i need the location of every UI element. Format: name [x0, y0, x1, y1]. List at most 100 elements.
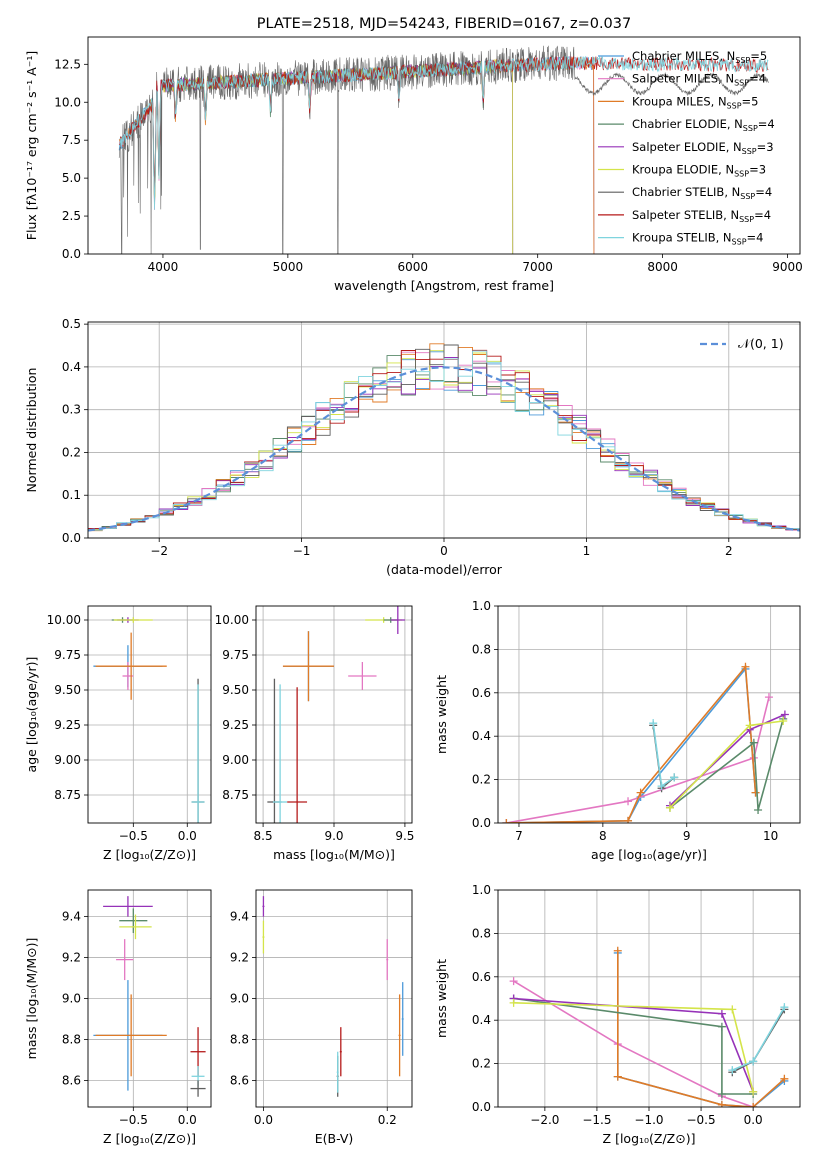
x-tick-label: −0.5 — [686, 1113, 715, 1127]
y-tick-label: 9.75 — [222, 648, 249, 662]
y-tick-label: 0.6 — [472, 970, 491, 984]
x-tick-label: 5000 — [273, 260, 304, 274]
legend-tail: =5 — [742, 94, 759, 108]
plot-area-age-vs-mass — [256, 606, 412, 823]
x-tick-label: −0.5 — [119, 1113, 148, 1127]
x-tick-label: 9 — [683, 829, 691, 843]
y-axis-label: Normed distribution — [24, 368, 39, 493]
legend-tail: =3 — [749, 163, 766, 177]
legend-label: Chabrier ELODIE, N — [632, 117, 743, 131]
legend-entry: Chabrier MILES, NSSP=5 — [632, 49, 767, 65]
error-bar-kroupa-miles — [95, 632, 167, 700]
x-tick-label: 8000 — [647, 260, 678, 274]
y-tick-label: 9.2 — [230, 951, 249, 965]
y-tick-label: 9.0 — [62, 992, 81, 1006]
y-tick-label: 9.4 — [230, 910, 249, 924]
error-bar-salpeter-miles — [116, 939, 134, 981]
x-tick-label: −1 — [293, 544, 311, 558]
error-bar-kroupa-miles — [282, 631, 334, 702]
error-bar-kroupa-elodie — [119, 914, 152, 940]
y-tick-label: 10.00 — [215, 613, 249, 627]
legend-subscript: SSP — [732, 238, 747, 247]
error-bar-salpeter-miles — [386, 939, 389, 981]
legend-label: Salpeter ELODIE, N — [632, 140, 742, 154]
legend-label: Chabrier MILES, N — [632, 49, 735, 63]
legend-label: Chabrier STELIB, N — [632, 185, 740, 199]
weight-marker — [749, 738, 758, 747]
weight-marker — [657, 782, 666, 791]
weight-marker — [749, 1087, 758, 1096]
y-tick-label: 7.5 — [62, 133, 81, 147]
x-axis-label: (data-model)/error — [386, 562, 503, 577]
x-tick-label: −0.5 — [119, 829, 148, 843]
x-tick-label: 0.0 — [178, 829, 197, 843]
x-tick-label: 2 — [725, 544, 733, 558]
legend-label: Kroupa STELIB, N — [632, 231, 732, 245]
legend-subscript: SSP — [742, 147, 757, 156]
plot-area-weight-vs-Z — [498, 890, 800, 1107]
weight-marker — [749, 1057, 758, 1066]
x-axis-label: Z [log₁₀(Z/Z⊙)] — [603, 1131, 696, 1146]
panel-age-vs-Z: −0.5 0.0 8.75 9.00 9.25 9.50 9.75 10.00 Z [log₁₀… — [24, 605, 212, 862]
y-tick-label: 0.4 — [62, 360, 81, 374]
error-bar-kroupa-miles — [398, 994, 401, 1077]
y-tick-label: 10.0 — [54, 95, 81, 109]
axes-frame — [87, 36, 801, 255]
legend-label: Salpeter MILES, N — [632, 72, 734, 86]
plot-area-weight-vs-age — [498, 606, 800, 823]
panel-residuals: −2 −1 0 1 2 0.0 0.1 0.2 0.3 0.4 0.5 (data-model)/er… — [24, 317, 801, 577]
weight-line-salpeter-miles — [513, 980, 754, 1107]
y-tick-label: 8.8 — [230, 1032, 249, 1046]
legend-tail: =4 — [747, 231, 764, 245]
y-tick-label: 9.75 — [54, 648, 81, 662]
weight-marker — [754, 805, 763, 814]
y-tick-label: 8.6 — [230, 1073, 249, 1087]
y-tick-label: 1.0 — [472, 883, 491, 897]
weight-marker — [780, 1003, 789, 1012]
weight-marker — [613, 946, 622, 955]
weight-marker — [749, 1103, 758, 1107]
plot-area-spectrum — [118, 45, 769, 254]
panel-age-vs-mass: 8.5 9.0 9.5 8.75 9.00 9.25 9.50 9.75 10.00 mass [… — [215, 605, 414, 862]
y-tick-label: 5.0 — [62, 171, 81, 185]
error-bar-salpeter-miles — [348, 662, 377, 690]
legend-entry: Kroupa MILES, NSSP=5 — [632, 94, 758, 110]
y-tick-label: 8.75 — [222, 788, 249, 802]
legend-label: Kroupa ELODIE, N — [632, 163, 734, 177]
weight-marker — [649, 719, 658, 728]
x-tick-label: 0.0 — [744, 1113, 763, 1127]
plot-area-mass-vs-EBV — [256, 890, 412, 1107]
panel-mass-vs-Z: −0.5 0.0 8.6 8.8 9.0 9.2 9.4 Z [log₁₀(Z/Z⊙)] mas… — [24, 889, 212, 1146]
panel-mass-vs-EBV: 0.0 0.2 8.6 8.8 9.0 9.2 9.4 E(B-V) — [230, 889, 413, 1146]
legend-tail: =3 — [757, 140, 774, 154]
x-tick-label: 9000 — [772, 260, 803, 274]
axes-frame — [87, 321, 801, 539]
error-bar-kroupa-elodie — [262, 920, 265, 954]
x-tick-label: 0 — [440, 544, 448, 558]
y-tick-label: 0.5 — [62, 317, 81, 331]
error-bar-kroupa-elodie — [113, 617, 153, 623]
weight-marker — [502, 819, 511, 823]
error-bar-kroupa-miles — [95, 994, 167, 1077]
x-axis-label: wavelength [Angstrom, rest frame] — [334, 278, 554, 293]
legend-subscript: SSP — [734, 79, 749, 88]
y-tick-label: 0.8 — [472, 642, 491, 656]
y-tick-label: 0.2 — [472, 773, 491, 787]
axes-frame — [255, 605, 413, 824]
x-tick-label: −1.0 — [634, 1113, 663, 1127]
weight-marker — [779, 717, 788, 726]
weight-line-chabrier-elodie — [513, 997, 754, 1095]
x-axis-label: E(B-V) — [315, 1131, 354, 1146]
axes-frame — [497, 605, 801, 824]
weight-line-kroupa-elodie — [513, 1002, 754, 1092]
legend-entry: Salpeter MILES, NSSP=4 — [632, 72, 766, 88]
error-bar-chabrier-elodie — [119, 908, 148, 933]
weight-marker — [717, 1022, 726, 1031]
y-tick-label: 0.1 — [62, 488, 81, 502]
legend-subscript: SSP — [727, 101, 742, 110]
x-tick-label: 6000 — [397, 260, 428, 274]
error-bar-salpeter-stelib — [339, 1027, 342, 1077]
y-tick-label: 9.25 — [54, 718, 81, 732]
error-bar-salpeter-elodie — [262, 896, 265, 917]
